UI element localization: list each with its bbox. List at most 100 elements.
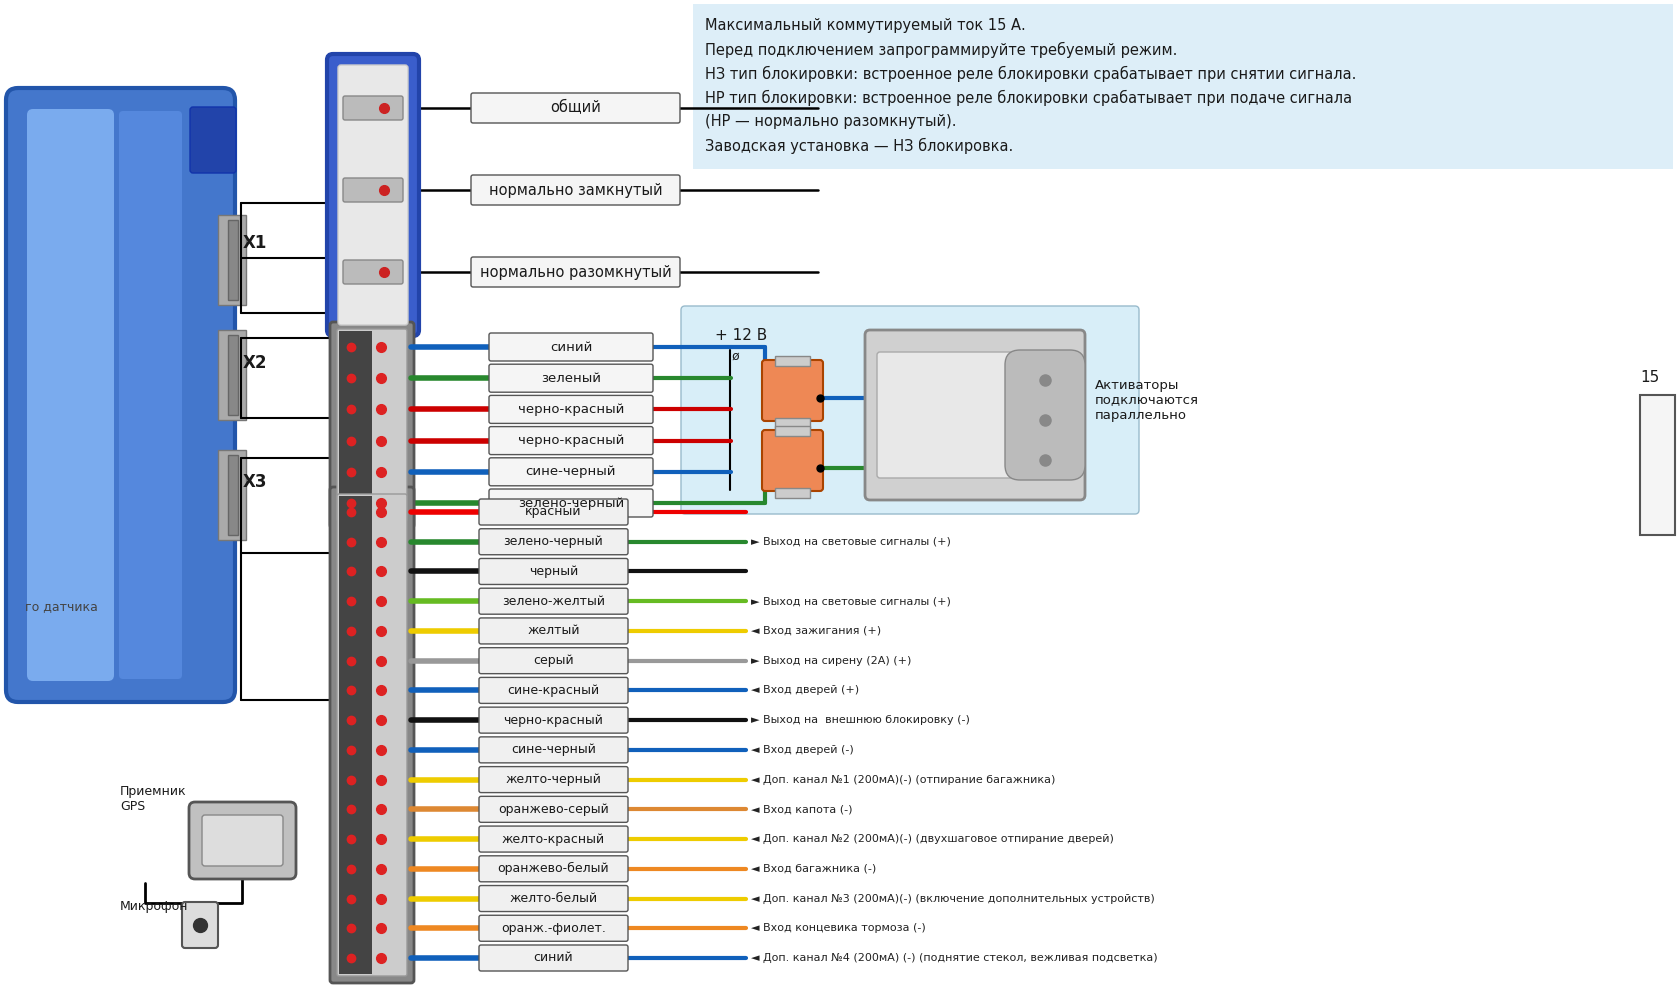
FancyBboxPatch shape — [181, 902, 218, 948]
FancyBboxPatch shape — [479, 797, 628, 822]
FancyBboxPatch shape — [202, 815, 282, 866]
Bar — [228, 335, 239, 415]
Text: нормально замкнутый: нормально замкнутый — [489, 182, 662, 197]
FancyBboxPatch shape — [877, 352, 1013, 478]
Text: оранжево-серый: оранжево-серый — [497, 803, 608, 816]
FancyBboxPatch shape — [336, 494, 407, 976]
FancyBboxPatch shape — [479, 499, 628, 525]
FancyBboxPatch shape — [479, 707, 628, 733]
FancyBboxPatch shape — [479, 826, 628, 852]
Text: общий: общий — [549, 101, 600, 116]
Bar — [774, 488, 810, 498]
FancyBboxPatch shape — [489, 333, 652, 361]
FancyBboxPatch shape — [470, 257, 680, 287]
Bar — [218, 450, 245, 540]
FancyBboxPatch shape — [479, 767, 628, 793]
Bar — [339, 496, 371, 974]
Text: черно-красный: черно-красный — [517, 402, 623, 415]
Bar — [228, 455, 239, 535]
Text: Заводская установка — НЗ блокировка.: Заводская установка — НЗ блокировка. — [704, 138, 1013, 154]
FancyBboxPatch shape — [479, 529, 628, 554]
Bar — [774, 356, 810, 366]
Text: ø: ø — [731, 350, 739, 363]
Text: го датчика: го датчика — [25, 600, 97, 613]
FancyBboxPatch shape — [336, 329, 407, 521]
Text: НЗ тип блокировки: встроенное реле блокировки срабатывает при снятии сигнала.: НЗ тип блокировки: встроенное реле блоки… — [704, 66, 1356, 82]
Text: ◄ Доп. канал №4 (200мА) (-) (поднятие стекол, вежливая подсветка): ◄ Доп. канал №4 (200мА) (-) (поднятие ст… — [751, 953, 1158, 963]
Text: (НР — нормально разомкнутый).: (НР — нормально разомкнутый). — [704, 114, 956, 129]
FancyBboxPatch shape — [489, 489, 652, 517]
Text: черный: черный — [529, 565, 578, 578]
Text: Максимальный коммутируемый ток 15 А.: Максимальный коммутируемый ток 15 А. — [704, 18, 1025, 33]
Text: ► Выход на  внешнюю блокировку (-): ► Выход на внешнюю блокировку (-) — [751, 715, 969, 725]
Text: X1: X1 — [244, 234, 267, 252]
FancyBboxPatch shape — [479, 618, 628, 644]
Bar — [218, 330, 245, 420]
FancyBboxPatch shape — [470, 175, 680, 205]
Text: нормально разомкнутый: нормально разомкнутый — [479, 265, 670, 280]
Text: сине-красный: сине-красный — [507, 684, 600, 697]
Bar — [774, 426, 810, 436]
Text: красный: красный — [524, 505, 581, 518]
Text: Перед подключением запрограммируйте требуемый режим.: Перед подключением запрограммируйте треб… — [704, 42, 1176, 58]
Text: ◄ Вход капота (-): ◄ Вход капота (-) — [751, 805, 852, 814]
FancyBboxPatch shape — [479, 885, 628, 911]
Text: зелено-черный: зелено-черный — [504, 535, 603, 548]
FancyBboxPatch shape — [680, 306, 1139, 514]
Text: черно-красный: черно-красный — [517, 435, 623, 447]
Text: ► Выход на сирену (2А) (+): ► Выход на сирену (2А) (+) — [751, 656, 911, 666]
Text: X2: X2 — [244, 354, 267, 372]
Bar — [228, 220, 239, 300]
Text: желто-красный: желто-красный — [502, 833, 605, 846]
FancyBboxPatch shape — [489, 458, 652, 486]
Text: 15: 15 — [1640, 370, 1660, 385]
Text: зелено-желтый: зелено-желтый — [502, 595, 605, 608]
Text: зеленый: зеленый — [541, 371, 601, 384]
Text: ◄ Вход дверей (+): ◄ Вход дверей (+) — [751, 685, 858, 695]
Text: серый: серый — [533, 654, 573, 667]
FancyBboxPatch shape — [761, 360, 823, 421]
Bar — [1640, 395, 1673, 535]
FancyBboxPatch shape — [489, 395, 652, 424]
Text: Микрофон: Микрофон — [119, 900, 188, 913]
Text: X3: X3 — [244, 473, 267, 491]
FancyBboxPatch shape — [479, 558, 628, 584]
Text: Активаторы
подключаются
параллельно: Активаторы подключаются параллельно — [1094, 378, 1198, 422]
Bar — [218, 215, 245, 305]
Text: Приемник
GPS: Приемник GPS — [119, 785, 186, 813]
Text: ► Выход на световые сигналы (+): ► Выход на световые сигналы (+) — [751, 537, 951, 546]
Text: желтый: желтый — [528, 625, 580, 638]
FancyBboxPatch shape — [343, 96, 403, 120]
Text: желто-белый: желто-белый — [509, 892, 596, 905]
Text: черно-красный: черно-красный — [504, 713, 603, 726]
FancyBboxPatch shape — [188, 802, 296, 879]
Bar — [692, 4, 1672, 169]
Text: желто-черный: желто-черный — [506, 773, 601, 786]
FancyBboxPatch shape — [343, 178, 403, 202]
Text: сине-черный: сине-черный — [526, 466, 617, 478]
Text: ► Выход на световые сигналы (+): ► Выход на световые сигналы (+) — [751, 597, 951, 607]
Text: ◄ Вход концевика тормоза (-): ◄ Вход концевика тормоза (-) — [751, 924, 926, 934]
Text: ◄ Доп. канал №1 (200мА)(-) (отпирание багажника): ◄ Доп. канал №1 (200мА)(-) (отпирание ба… — [751, 775, 1055, 785]
FancyBboxPatch shape — [470, 93, 680, 123]
Text: оранжево-белый: оранжево-белый — [497, 862, 608, 875]
Bar — [774, 418, 810, 428]
FancyBboxPatch shape — [479, 677, 628, 703]
Text: 10 А: 10 А — [778, 356, 806, 369]
Text: ◄ Вход дверей (-): ◄ Вход дверей (-) — [751, 744, 853, 754]
FancyBboxPatch shape — [27, 109, 114, 681]
FancyBboxPatch shape — [329, 322, 413, 528]
FancyBboxPatch shape — [479, 648, 628, 674]
FancyBboxPatch shape — [119, 111, 181, 679]
Text: ◄ Вход зажигания (+): ◄ Вход зажигания (+) — [751, 626, 880, 636]
Text: 10 А: 10 А — [778, 426, 806, 439]
Text: НР тип блокировки: встроенное реле блокировки срабатывает при подаче сигнала: НР тип блокировки: встроенное реле блоки… — [704, 90, 1351, 107]
Text: оранж.-фиолет.: оранж.-фиолет. — [501, 921, 605, 935]
Text: ◄ Доп. канал №3 (200мА)(-) (включение дополнительных устройств): ◄ Доп. канал №3 (200мА)(-) (включение до… — [751, 893, 1154, 903]
FancyBboxPatch shape — [338, 65, 408, 325]
FancyBboxPatch shape — [1005, 350, 1084, 480]
FancyBboxPatch shape — [479, 945, 628, 971]
Text: синий: синий — [549, 340, 591, 353]
FancyBboxPatch shape — [479, 589, 628, 615]
FancyBboxPatch shape — [479, 915, 628, 942]
